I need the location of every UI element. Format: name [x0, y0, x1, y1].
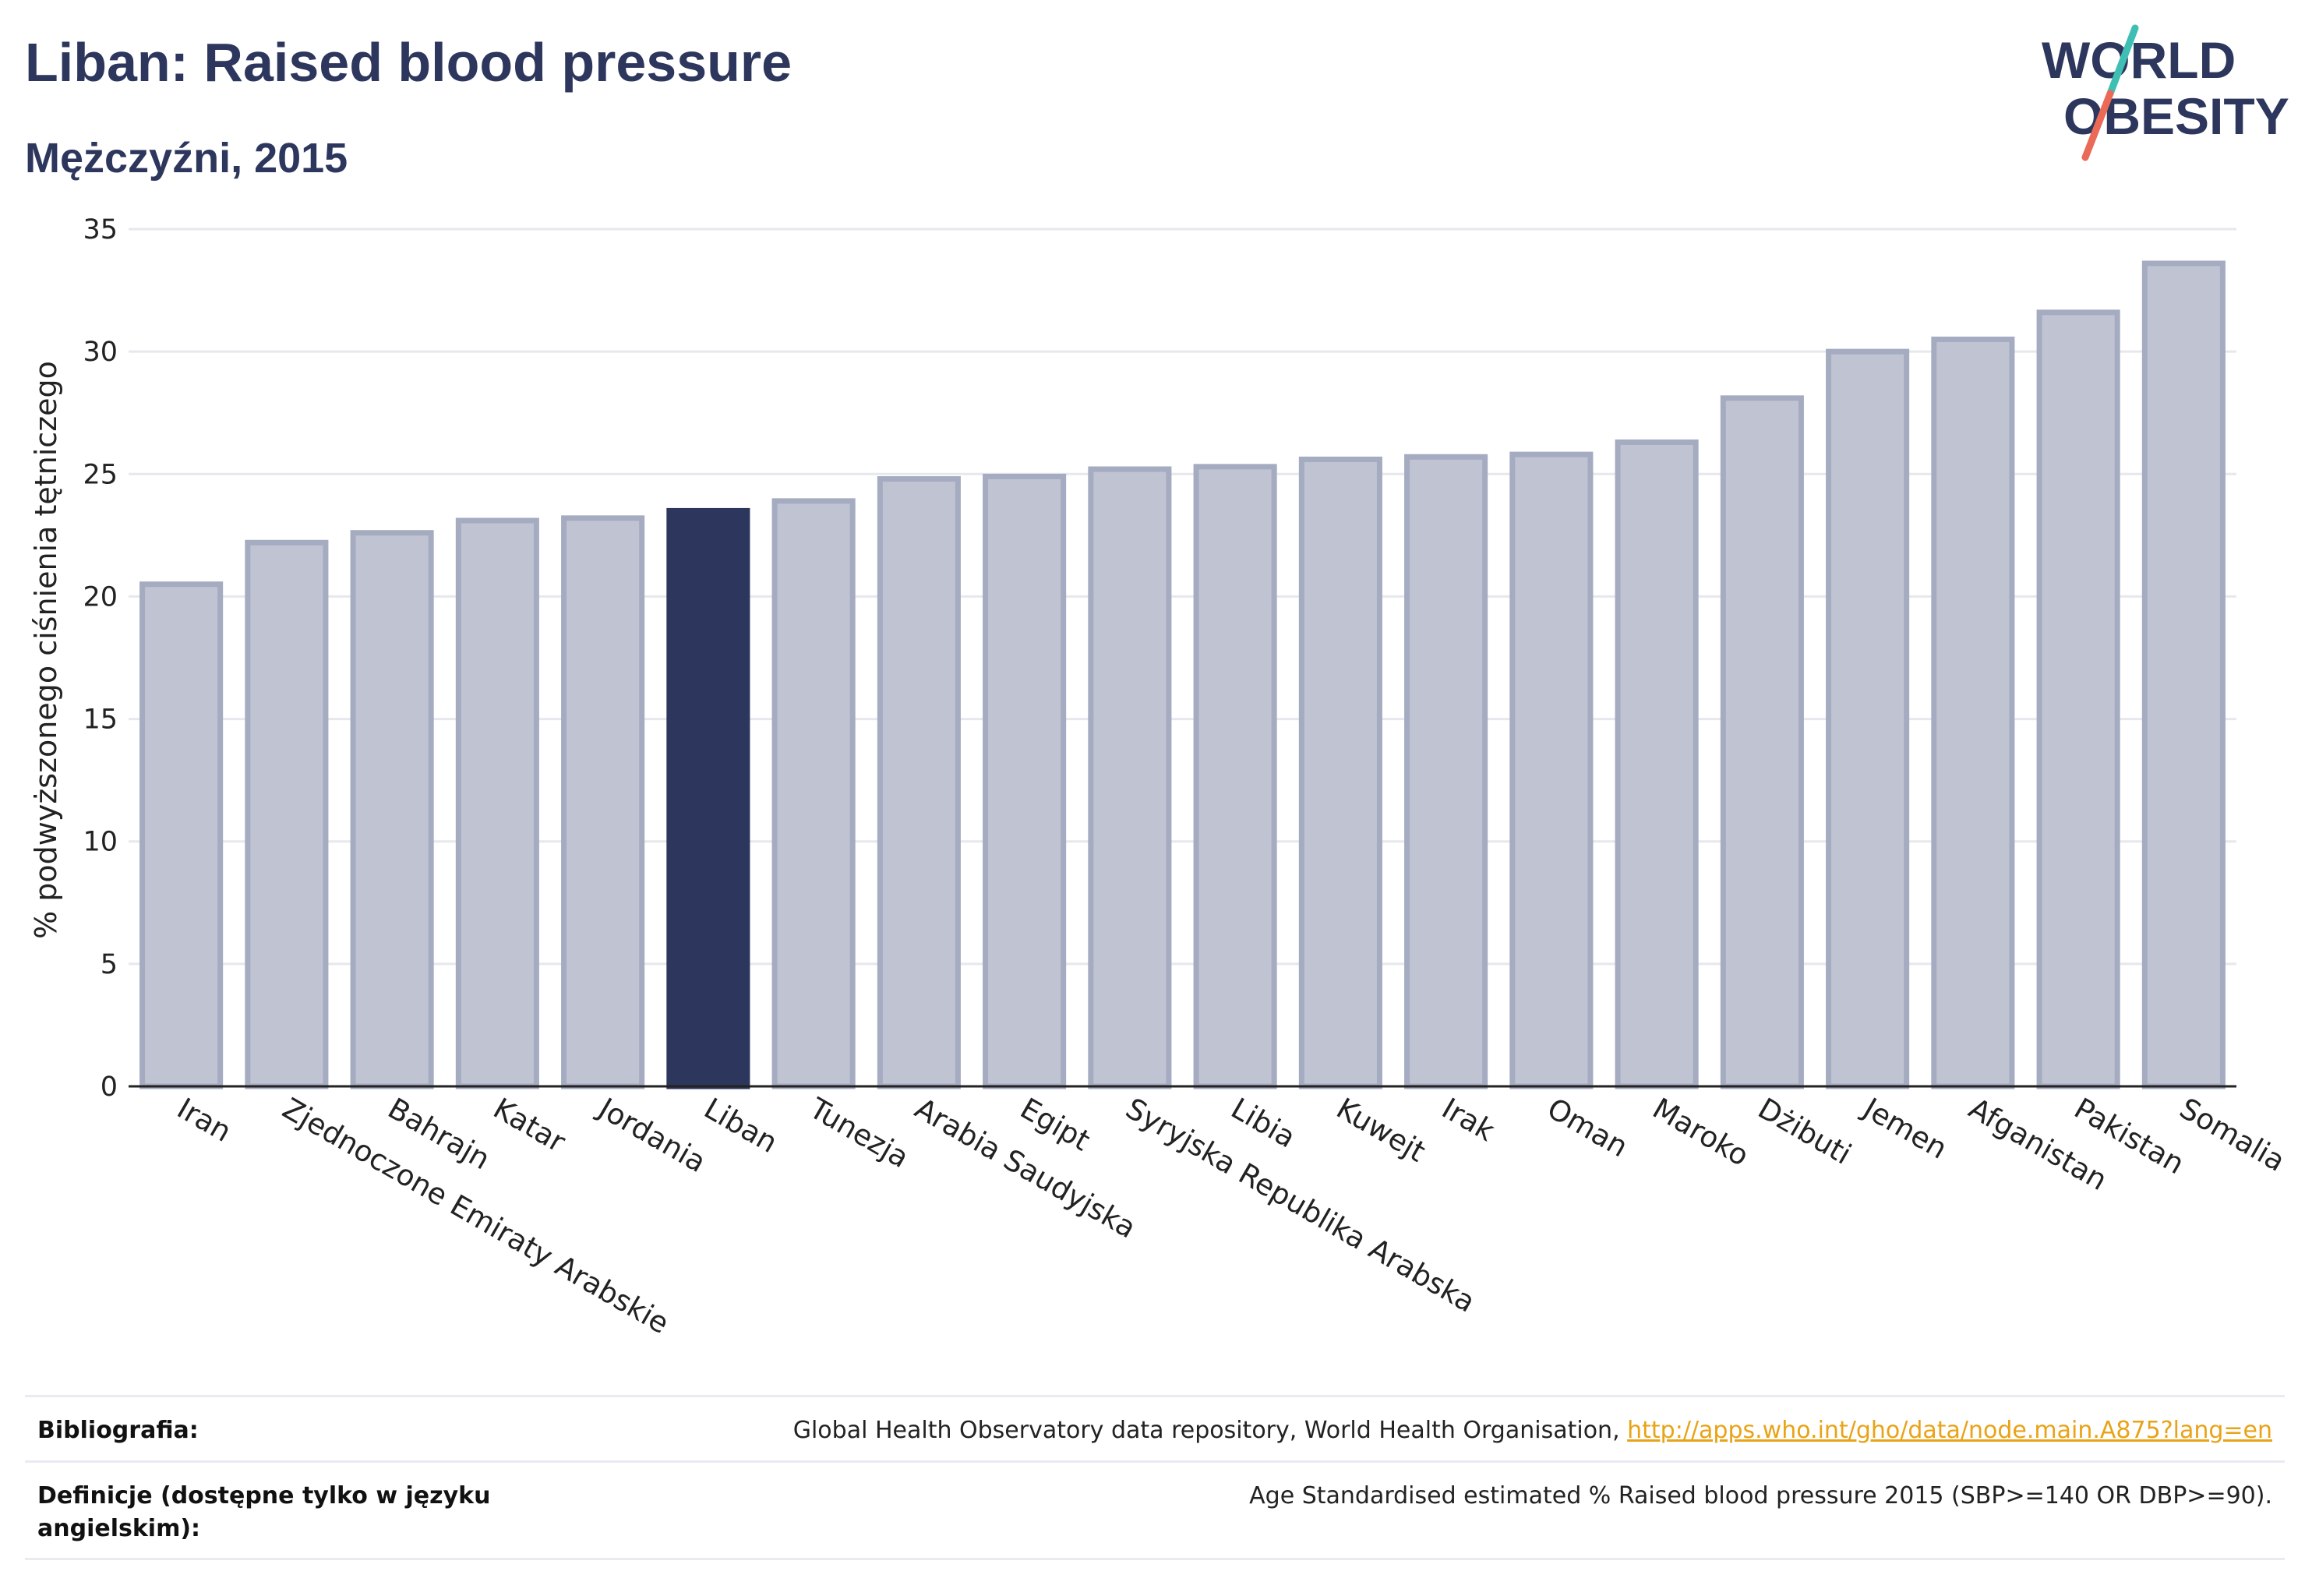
x-category-label: Iran [171, 1092, 237, 1149]
bar-dżibuti [1720, 395, 1804, 1089]
y-axis-title: % podwyższonego ciśnienia tętniczego [29, 361, 63, 939]
bibliography-text: Global Health Observatory data repositor… [792, 1417, 1628, 1444]
bar-liban [666, 507, 750, 1089]
bar-arabia-saudyjska [877, 476, 961, 1089]
logo-slash-top [2106, 24, 2139, 97]
bar-pakistan [2036, 309, 2120, 1089]
y-tick-label: 0 [101, 1072, 118, 1103]
bar-kuwejt [1298, 456, 1382, 1089]
x-category-label: Irak [1436, 1092, 1501, 1149]
y-tick-label: 20 [83, 581, 118, 613]
x-category-label: Jordania [591, 1091, 711, 1180]
bibliography-row: Bibliografia: Global Health Observatory … [25, 1395, 2285, 1461]
x-category-labels: Iran Zjednoczone Emiraty ArabskieBahrajnK… [171, 1091, 2290, 1341]
chart-subtitle: Mężczyźni, 2015 [25, 135, 348, 182]
x-category-label: Dżibuti [1753, 1092, 1857, 1171]
logo-slash-bottom [2081, 90, 2114, 161]
bar-maroko [1615, 439, 1699, 1089]
grid-lines [129, 228, 2236, 966]
bar-egipt [983, 473, 1067, 1089]
y-tick-label: 35 [83, 214, 118, 245]
bar-tunezja [771, 498, 856, 1089]
bar-iran [139, 581, 224, 1089]
x-category-label: Tunezja [803, 1091, 915, 1174]
x-category-label: Jemen [1856, 1091, 1953, 1166]
bar-oman [1509, 451, 1594, 1089]
x-category-label: Somalia [2174, 1092, 2291, 1178]
x-category-label: Libia [1226, 1092, 1301, 1155]
y-tick-label: 15 [83, 704, 118, 736]
bar-syryjska-republika-arabska [1088, 466, 1172, 1089]
y-tick-labels: 0 5 10 15 20 25 30 35 [83, 214, 118, 1103]
bar-zjednoczone-emiraty-arabskie [245, 539, 329, 1089]
y-tick-label: 25 [83, 459, 118, 490]
y-tick-label: 10 [83, 827, 118, 858]
bar-irak [1404, 454, 1488, 1089]
definition-label: Definicje (dostępne tylko w języku angie… [37, 1482, 491, 1542]
bar-afganistan [1931, 336, 2015, 1089]
bar-chart: 0 5 10 15 20 25 30 35 Iran Zjednoczone Emiraty A… [29, 214, 2291, 1341]
bibliography-link[interactable]: http://apps.who.int/gho/data/node.main.A… [1627, 1417, 2272, 1444]
bar-libia [1193, 464, 1277, 1089]
chart-title: Liban: Raised blood pressure [25, 32, 792, 93]
bibliography-label: Bibliografia: [37, 1417, 199, 1444]
definition-row: Definicje (dostępne tylko w języku angie… [25, 1460, 2285, 1560]
bibliography-value: Global Health Observatory data repositor… [793, 1414, 2272, 1447]
bar-jemen [1826, 348, 1910, 1089]
y-tick-label: 30 [83, 337, 118, 368]
bar-bahrajn [350, 530, 434, 1089]
logo-line-world: WORLD [2042, 31, 2236, 89]
definition-value: Age Standardised estimated % Raised bloo… [1249, 1482, 2272, 1509]
bar-katar [455, 517, 539, 1089]
bars [139, 260, 2226, 1089]
x-category-label: Egipt [1015, 1092, 1096, 1158]
bar-somalia [2141, 260, 2226, 1089]
world-obesity-logo: WORLD OBESITY [2042, 24, 2289, 161]
x-category-label: Kuwejt [1331, 1092, 1431, 1169]
bar-jordania [561, 515, 645, 1089]
y-tick-label: 5 [101, 949, 118, 980]
x-category-label: Maroko [1647, 1092, 1755, 1173]
x-category-label: Oman [1541, 1092, 1633, 1164]
x-category-label: Katar [488, 1092, 572, 1160]
